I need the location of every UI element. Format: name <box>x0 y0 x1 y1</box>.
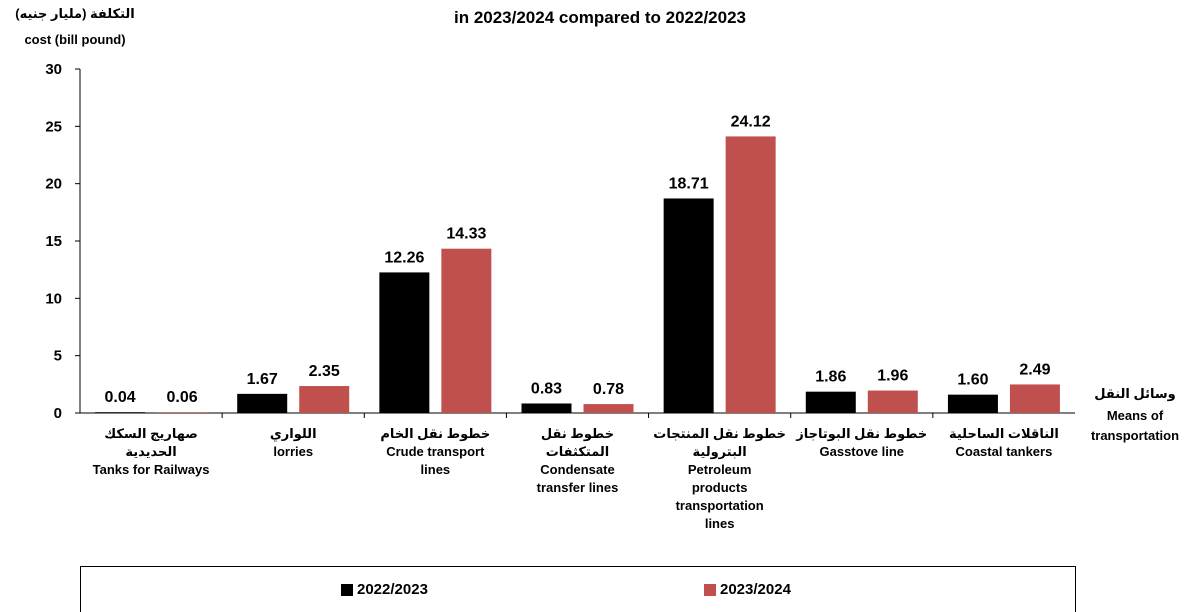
category-label-line: خطوط نقل الخام <box>380 426 491 441</box>
data-label: 0.06 <box>167 389 198 406</box>
data-label: 0.78 <box>593 381 624 398</box>
data-label: 2.49 <box>1019 361 1050 378</box>
category-label-line: خطوط نقل البوتاجاز <box>796 426 928 441</box>
category-label-line: خطوط نقل المتكثفات <box>540 426 615 459</box>
bar-2023-2024 <box>725 136 776 413</box>
category-label-line: lorries <box>273 444 314 459</box>
legend-swatch-2022-2023 <box>341 583 353 596</box>
bar-2022-2023 <box>521 403 572 413</box>
bar-2023-2024 <box>583 404 634 413</box>
legend-item-2023-2024: 2023/2024 <box>704 581 791 598</box>
category-label-line: lines <box>420 462 451 477</box>
data-label: 1.86 <box>815 369 846 386</box>
data-label: 12.26 <box>384 249 424 266</box>
data-label: 1.96 <box>877 368 908 385</box>
category-label: خطوط نقل الخام Crude transport lines <box>368 425 503 479</box>
category-label-line: Crude transport <box>386 444 485 459</box>
chart-title: in 2023/2024 compared to 2022/2023 <box>453 8 746 27</box>
category-label: خطوط نقل المنتجات البترولية Petroleum produ… <box>652 425 787 533</box>
data-label: 2.35 <box>309 363 340 380</box>
bar-2022-2023 <box>663 198 714 413</box>
category-label-line: lines <box>704 516 735 531</box>
legend-label-2022-2023: 2022/2023 <box>357 581 428 598</box>
bar-2022-2023 <box>95 412 146 413</box>
category-label: اللواري lorries <box>226 425 361 461</box>
bar-2022-2023 <box>805 391 856 413</box>
category-label-line: Tanks for Railways <box>92 462 210 477</box>
legend-swatch-2023-2024 <box>704 583 716 596</box>
bar-2022-2023 <box>379 272 430 413</box>
category-label-line: البترولية <box>692 444 747 459</box>
y-tick-label: 30 <box>45 61 62 78</box>
category-label-line: خطوط نقل المنتجات <box>653 426 786 441</box>
y-axis-label-arabic: التكلفة (مليار جنيه) <box>15 6 135 21</box>
y-tick-label: 0 <box>54 405 62 422</box>
category-label: خطوط نقل المتكثفات Condensate transfer lin… <box>510 425 645 497</box>
legend-item-2022-2023: 2022/2023 <box>341 581 428 598</box>
data-label: 0.04 <box>105 389 136 406</box>
data-label: 18.71 <box>669 175 709 192</box>
bar-2023-2024 <box>867 390 918 413</box>
category-label-line: transfer lines <box>536 480 619 495</box>
data-label: 0.83 <box>531 380 562 397</box>
legend-label-2023-2024: 2023/2024 <box>720 581 791 598</box>
x-axis-label-english-2: transportation <box>1090 428 1180 443</box>
bar-2022-2023 <box>237 393 288 413</box>
y-axis-label-english: cost (bill pound) <box>24 32 126 47</box>
y-tick-label: 15 <box>45 233 62 250</box>
category-label: الناقلات الساحلية Coastal tankers <box>936 425 1071 461</box>
bar-2023-2024 <box>157 412 208 413</box>
data-label: 1.67 <box>247 371 278 388</box>
category-label-line: Coastal tankers <box>955 444 1053 459</box>
category-label-line: اللواري <box>269 426 317 441</box>
category-label: صهاريج السكك الحديدية Tanks for Railways <box>84 425 219 479</box>
bar-2023-2024 <box>299 386 350 413</box>
x-axis-label-arabic: وسائل النقل <box>1094 386 1176 401</box>
category-label-line: products <box>691 480 748 495</box>
bar-2023-2024 <box>1009 384 1060 413</box>
data-label: 24.12 <box>731 113 771 130</box>
bar-2023-2024 <box>441 248 492 413</box>
category-label-line: Gasstove line <box>819 444 905 459</box>
category-label-line: الناقلات الساحلية <box>948 426 1059 441</box>
data-label: 14.33 <box>446 226 486 243</box>
y-tick-label: 25 <box>45 118 62 135</box>
legend: 2022/2023 2023/2024 <box>80 566 1076 612</box>
y-tick-label: 20 <box>45 176 62 193</box>
data-label: 1.60 <box>957 372 988 389</box>
y-tick-label: 5 <box>54 348 62 365</box>
bar-2022-2023 <box>947 394 998 413</box>
category-label-line: transportation <box>675 498 764 513</box>
category-label: خطوط نقل البوتاجاز Gasstove line <box>794 425 929 461</box>
category-label-line: صهاريج السكك الحديدية <box>104 426 198 459</box>
x-axis-label-english-1: Means of <box>1106 408 1164 423</box>
category-label-line: Condensate <box>540 462 615 477</box>
y-tick-label: 10 <box>45 290 62 307</box>
category-label-line: Petroleum <box>687 462 752 477</box>
